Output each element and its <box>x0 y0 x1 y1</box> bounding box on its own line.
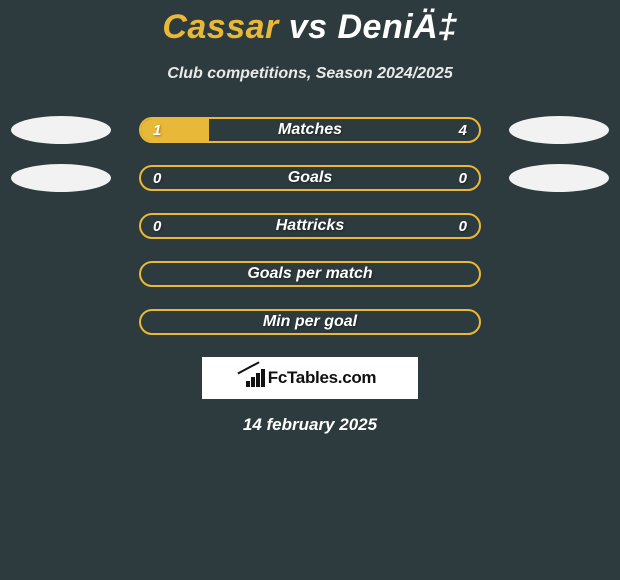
fctables-chart-icon <box>244 369 266 387</box>
stat-bar: Min per goal <box>139 309 481 335</box>
stat-row: 00Hattricks <box>0 213 620 239</box>
player-right-name: DeniÄ‡ <box>338 8 458 46</box>
stat-bar: 00Goals <box>139 165 481 191</box>
stats-list: 14Matches 00Goals 00Hattricks Goals per mat… <box>0 117 620 335</box>
stat-label: Hattricks <box>141 215 479 237</box>
page-title: Cassar vs DeniÄ‡ <box>0 8 620 47</box>
date-label: 14 february 2025 <box>0 415 620 435</box>
subtitle: Club competitions, Season 2024/2025 <box>0 65 620 83</box>
player-left-avatar <box>11 164 111 192</box>
stat-row: 00Goals <box>0 165 620 191</box>
fctables-logo-text: FcTables.com <box>268 368 377 388</box>
stat-label: Goals per match <box>141 263 479 285</box>
player-right-avatar <box>509 164 609 192</box>
stat-bar: Goals per match <box>139 261 481 287</box>
stat-label: Min per goal <box>141 311 479 333</box>
stat-label: Goals <box>141 167 479 189</box>
avatar-empty-slot <box>11 260 111 288</box>
avatar-empty-slot <box>509 308 609 336</box>
stat-row: 14Matches <box>0 117 620 143</box>
avatar-empty-slot <box>509 260 609 288</box>
avatar-empty-slot <box>11 212 111 240</box>
stat-row: Goals per match <box>0 261 620 287</box>
vs-label: vs <box>289 8 328 46</box>
avatar-empty-slot <box>11 308 111 336</box>
stat-bar: 14Matches <box>139 117 481 143</box>
avatar-empty-slot <box>509 212 609 240</box>
stat-bar: 00Hattricks <box>139 213 481 239</box>
comparison-widget: Cassar vs DeniÄ‡ Club competitions, Seas… <box>0 0 620 435</box>
fctables-logo[interactable]: FcTables.com <box>202 357 418 399</box>
player-left-avatar <box>11 116 111 144</box>
player-left-name: Cassar <box>162 8 278 46</box>
player-right-avatar <box>509 116 609 144</box>
stat-label: Matches <box>141 119 479 141</box>
stat-row: Min per goal <box>0 309 620 335</box>
